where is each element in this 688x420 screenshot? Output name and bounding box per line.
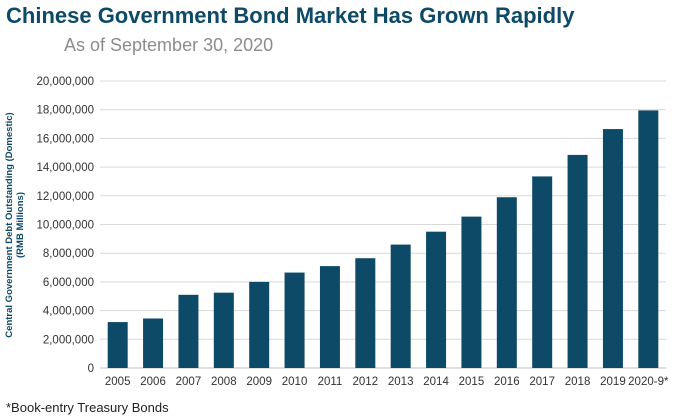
bar [496,197,517,368]
x-tick-label: 2016 [494,376,520,388]
x-tick-label: 2017 [529,376,555,388]
x-tick-label: 2006 [140,376,166,388]
y-tick-label: 10,000,000 [36,220,94,232]
bar [284,272,305,368]
y-tick-label: 14,000,000 [36,162,94,174]
y-axis-title-units: (RMB Millions) [15,192,26,258]
x-tick-label: 2013 [388,376,414,388]
y-tick-label: 20,000,000 [36,76,94,88]
y-tick-label: 12,000,000 [36,191,94,203]
bar [602,129,623,368]
x-tick-label: 2009 [246,376,272,388]
x-tick-label: 2014 [423,376,449,388]
y-tick-label: 16,000,000 [36,133,94,145]
bar [319,266,340,368]
x-tick-label: 2011 [318,376,343,388]
footnote: *Book-entry Treasury Bonds [6,400,169,415]
x-axis-ticks: 2005 2006 2007 2008 2009 2010 2011 2012 2013 2014… [105,376,669,388]
x-tick-label: 2005 [105,376,131,388]
y-tick-label: 0 [88,363,94,375]
x-tick-label: 2007 [176,376,202,388]
bar [426,231,447,368]
bars [107,110,659,368]
x-tick-label: 2020-9* [628,376,669,388]
bar [178,294,199,368]
bar [567,154,588,368]
bar [638,110,659,368]
bar [249,281,270,368]
bar [390,244,411,368]
x-tick-label: 2018 [565,376,591,388]
y-tick-label: 6,000,000 [43,277,94,289]
bar [143,318,164,368]
chart-subtitle: As of September 30, 2020 [64,35,274,55]
bar [532,176,553,368]
x-tick-label: 2012 [353,376,379,388]
bar [107,322,128,368]
chart-title: Chinese Government Bond Market Has Grown… [6,3,575,28]
x-tick-label: 2019 [600,376,626,388]
bar [213,292,234,368]
x-tick-label: 2010 [282,376,308,388]
y-axis-ticks: 0 2,000,000 4,000,000 6,000,000 8,000,000 10,… [36,76,94,375]
y-tick-label: 18,000,000 [36,105,94,117]
y-tick-label: 2,000,000 [43,334,94,346]
x-tick-label: 2008 [211,376,237,388]
x-tick-label: 2015 [459,376,485,388]
bar-chart: 0 2,000,000 4,000,000 6,000,000 8,000,000 10,… [4,76,669,388]
y-axis-title: Central Government Debt Outstanding (Dom… [4,112,15,337]
bar [461,216,482,368]
bar [355,258,376,368]
y-tick-label: 4,000,000 [43,306,94,318]
y-tick-label: 8,000,000 [43,248,94,260]
